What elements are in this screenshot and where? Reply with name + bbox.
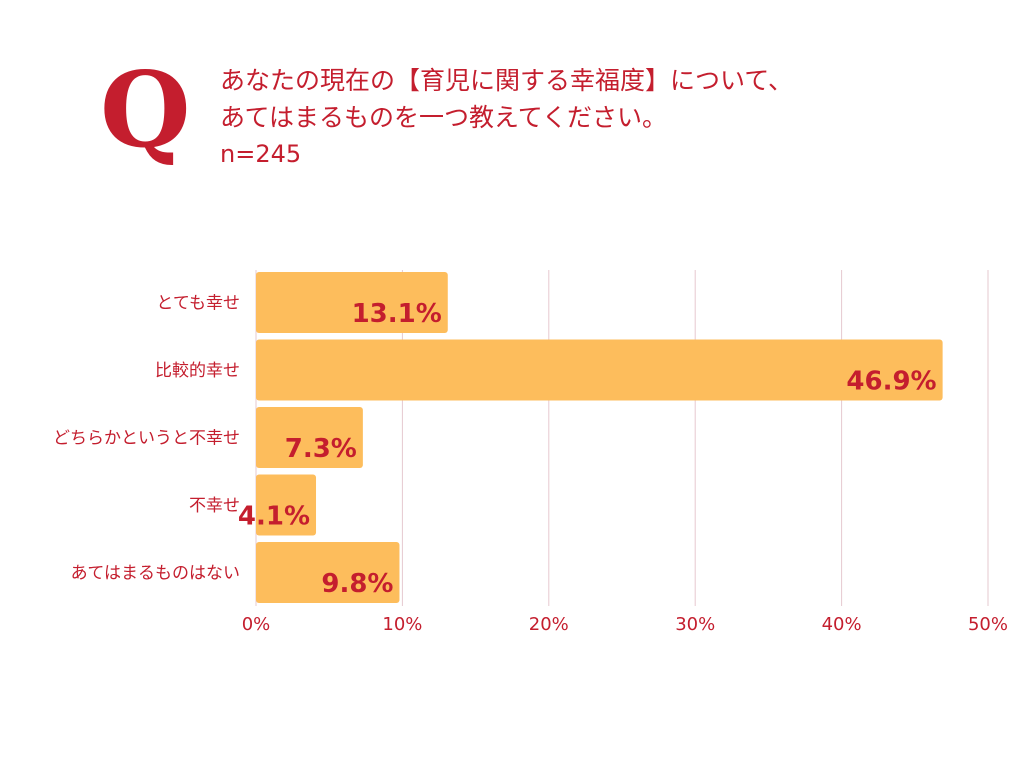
bar	[256, 272, 448, 333]
data-label: 7.3%	[285, 434, 357, 464]
bar	[256, 339, 943, 401]
category-label: 比較的幸せ	[155, 361, 240, 381]
x-tick-label: 10%	[382, 614, 422, 635]
q-mark-logo: Q	[100, 48, 191, 171]
x-tick-label: 30%	[675, 614, 715, 635]
question-line-1: あなたの現在の【育児に関する幸福度】について、	[220, 66, 794, 95]
bar	[256, 474, 317, 536]
data-label: 4.1%	[238, 502, 310, 532]
question-block: あなたの現在の【育児に関する幸福度】について、 あてはまるものを一つ教えてくださ…	[220, 62, 793, 173]
data-label: 9.8%	[321, 569, 393, 599]
x-tick-label: 50%	[968, 614, 1008, 635]
data-label: 13.1%	[352, 299, 442, 329]
x-tick-label: 40%	[822, 614, 862, 635]
bar	[256, 542, 400, 603]
x-tick-label: 0%	[242, 614, 271, 635]
data-label: 46.9%	[846, 367, 936, 397]
category-label: どちらかというと不幸せ	[53, 429, 240, 449]
question-line-2: あてはまるものを一つ教えてください。	[220, 103, 668, 132]
category-label: 不幸せ	[189, 496, 240, 516]
sample-size: n=245	[220, 140, 302, 168]
x-tick-label: 20%	[529, 614, 569, 635]
bar	[256, 407, 363, 468]
category-label: あてはまるものはない	[71, 564, 240, 584]
category-label: とても幸せ	[156, 294, 240, 314]
